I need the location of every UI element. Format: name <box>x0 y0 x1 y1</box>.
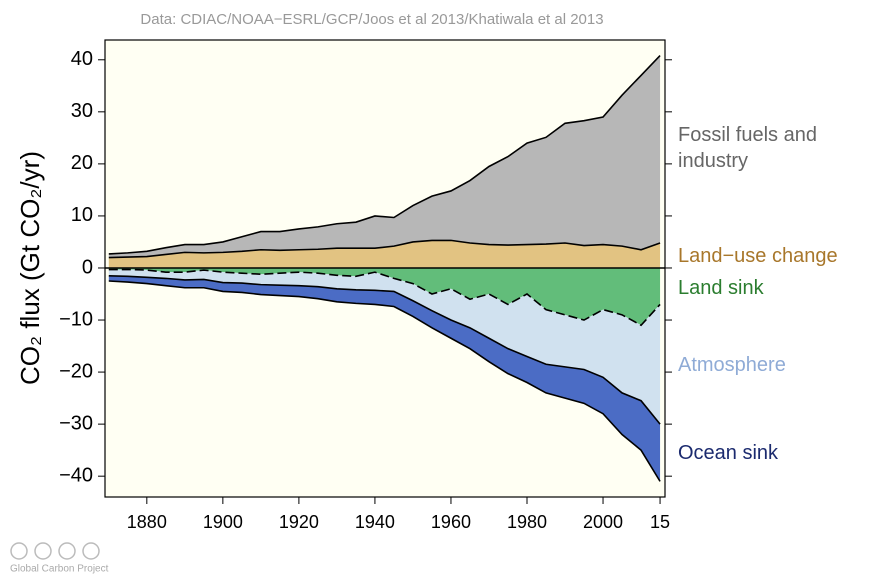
area-edge <box>108 239 661 259</box>
y-tick-label: 10 <box>71 204 93 226</box>
icon <box>10 542 28 560</box>
cc-icons <box>10 542 100 560</box>
area <box>108 275 661 482</box>
x-tick-label: 1880 <box>127 512 167 532</box>
y-tick-label: −30 <box>59 412 93 434</box>
footer: Global Carbon Project <box>10 564 109 575</box>
area-edge <box>108 268 661 327</box>
icon <box>82 542 100 560</box>
x-tick-label: 1900 <box>203 512 243 532</box>
y-tick-label: 30 <box>71 100 93 122</box>
area <box>108 55 661 258</box>
area <box>108 240 661 268</box>
y-axis-label: CO₂ flux (Gt CO₂/yr) <box>15 151 45 385</box>
series-label: Land−use change <box>678 245 838 267</box>
series-label: Fossil fuels and industry <box>678 124 817 172</box>
x-tick-label: 2000 <box>583 512 623 532</box>
area-edge <box>108 274 661 425</box>
x-tick-label: 15 <box>650 512 670 532</box>
source-note: Data: CDIAC/NOAA−ESRL/GCP/Joos et al 201… <box>140 11 603 28</box>
plot-frame <box>104 39 666 498</box>
x-tick-label: 1980 <box>507 512 547 532</box>
x-tick-label: 1920 <box>279 512 319 532</box>
series-label: Atmosphere <box>678 354 786 376</box>
x-tick-label: 1940 <box>355 512 395 532</box>
area <box>108 269 661 425</box>
series-label: Land sink <box>678 277 764 299</box>
area-edge <box>108 55 661 255</box>
icon <box>58 542 76 560</box>
y-tick-label: −20 <box>59 360 93 382</box>
x-tick-label: 1960 <box>431 512 471 532</box>
series-label: Ocean sink <box>678 442 779 464</box>
y-tick-label: 0 <box>82 256 93 278</box>
area-edge <box>108 280 661 482</box>
y-tick-label: −40 <box>59 464 93 486</box>
y-tick-label: 20 <box>71 152 93 174</box>
y-tick-label: 40 <box>71 48 93 70</box>
area <box>108 267 661 326</box>
icon <box>34 542 52 560</box>
y-tick-label: −10 <box>59 308 93 330</box>
